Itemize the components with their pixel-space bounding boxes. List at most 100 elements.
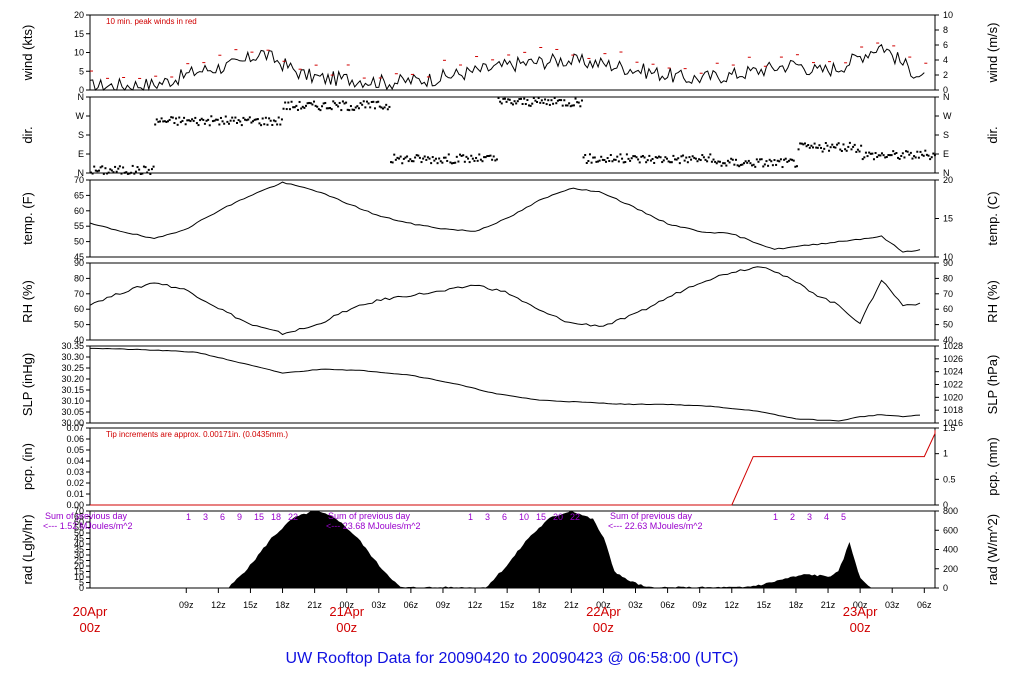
direction-dot xyxy=(569,105,572,108)
direction-dot xyxy=(680,155,683,158)
y-tick-label: 30.20 xyxy=(61,374,84,384)
direction-dot xyxy=(388,105,391,108)
direction-dot xyxy=(752,163,755,166)
direction-dot xyxy=(158,120,161,123)
direction-dot xyxy=(638,161,641,164)
direction-dot xyxy=(518,98,521,101)
direction-dot xyxy=(295,104,298,107)
direction-dot xyxy=(733,163,736,166)
direction-dot xyxy=(714,160,717,163)
y-tick-label: 60 xyxy=(74,304,84,314)
direction-dot xyxy=(609,154,612,157)
direction-dot xyxy=(734,158,737,161)
direction-dot xyxy=(442,156,445,159)
direction-dot xyxy=(91,172,94,175)
direction-dot xyxy=(313,100,316,103)
y-axis-label: pcp. (in) xyxy=(20,443,35,490)
hour-label: 2 xyxy=(790,512,795,522)
direction-dot xyxy=(884,156,887,159)
day-label-date: 22Apr xyxy=(586,604,621,619)
day-label-date: 20Apr xyxy=(73,604,108,619)
panel-annotation: Tip increments are approx. 0.00171in. (0… xyxy=(106,430,288,439)
direction-dot xyxy=(632,155,635,158)
direction-dot xyxy=(192,119,195,122)
y-tick-label-right: 90 xyxy=(943,258,953,268)
y-tick-label: 5 xyxy=(79,578,84,588)
direction-dot xyxy=(653,161,656,164)
direction-dot xyxy=(476,159,479,162)
direction-dot xyxy=(122,166,125,169)
y-tick-label-right: W xyxy=(943,111,952,121)
direction-dot xyxy=(120,172,123,175)
direction-dot xyxy=(93,165,96,168)
y-axis-label: wind (kts) xyxy=(20,25,35,82)
direction-dot xyxy=(110,169,113,172)
direction-dot xyxy=(613,158,616,161)
y-tick-label-right: 50 xyxy=(943,320,953,330)
hour-label: 1 xyxy=(186,512,191,522)
direction-dot xyxy=(665,157,668,160)
direction-dot xyxy=(213,119,216,122)
direction-dot xyxy=(707,156,710,159)
direction-dot xyxy=(410,160,413,163)
direction-dot xyxy=(821,150,824,153)
direction-dot xyxy=(580,99,583,102)
direction-dot xyxy=(150,168,153,171)
direction-dot xyxy=(107,171,110,174)
direction-dot xyxy=(333,102,336,105)
direction-dot xyxy=(839,148,842,151)
y-tick-label: 15 xyxy=(74,567,84,577)
direction-dot xyxy=(268,117,271,120)
direction-dot xyxy=(365,100,368,103)
direction-dot xyxy=(728,161,731,164)
direction-dot xyxy=(191,118,194,121)
direction-dot xyxy=(263,123,266,126)
direction-dot xyxy=(523,97,526,100)
direction-dot xyxy=(747,159,750,162)
direction-dot xyxy=(354,106,357,109)
direction-dot xyxy=(539,101,542,104)
y-tick-label: E xyxy=(78,149,84,159)
direction-dot xyxy=(624,161,627,164)
y-tick-label: 30.25 xyxy=(61,363,84,373)
direction-dot xyxy=(593,156,596,159)
direction-dot xyxy=(361,103,364,106)
direction-dot xyxy=(199,119,202,122)
direction-dot xyxy=(430,162,433,165)
y-tick-label-right: 400 xyxy=(943,545,958,555)
direction-dot xyxy=(561,104,564,107)
direction-dot xyxy=(433,159,436,162)
direction-dot xyxy=(933,154,936,157)
direction-dot xyxy=(332,100,335,103)
direction-dot xyxy=(460,154,463,157)
direction-dot xyxy=(378,105,381,108)
direction-dot xyxy=(96,170,99,173)
direction-dot xyxy=(803,142,806,145)
direction-dot xyxy=(223,122,226,125)
direction-dot xyxy=(600,155,603,158)
direction-dot xyxy=(560,99,563,102)
direction-dot xyxy=(242,116,245,119)
direction-dot xyxy=(685,156,688,159)
direction-dot xyxy=(138,168,141,171)
radiation-area xyxy=(228,510,873,589)
direction-dot xyxy=(786,160,789,163)
direction-dot xyxy=(919,150,922,153)
y-tick-label-right: 60 xyxy=(943,304,953,314)
direction-dot xyxy=(675,158,678,161)
direction-dot xyxy=(287,101,290,104)
direction-dot xyxy=(104,167,107,170)
direction-dot xyxy=(90,171,92,174)
direction-dot xyxy=(601,158,604,161)
direction-dot xyxy=(625,153,628,156)
direction-dot xyxy=(630,157,633,160)
y-tick-label: 60 xyxy=(74,517,84,527)
direction-dot xyxy=(511,103,514,106)
direction-dot xyxy=(500,102,503,105)
direction-dot xyxy=(861,158,864,161)
chart-title: UW Rooftop Data for 20090420 to 20090423… xyxy=(285,650,739,667)
y-tick-label: 0.04 xyxy=(66,456,84,466)
y-tick-label-right: 1022 xyxy=(943,380,963,390)
direction-dot xyxy=(715,162,718,165)
